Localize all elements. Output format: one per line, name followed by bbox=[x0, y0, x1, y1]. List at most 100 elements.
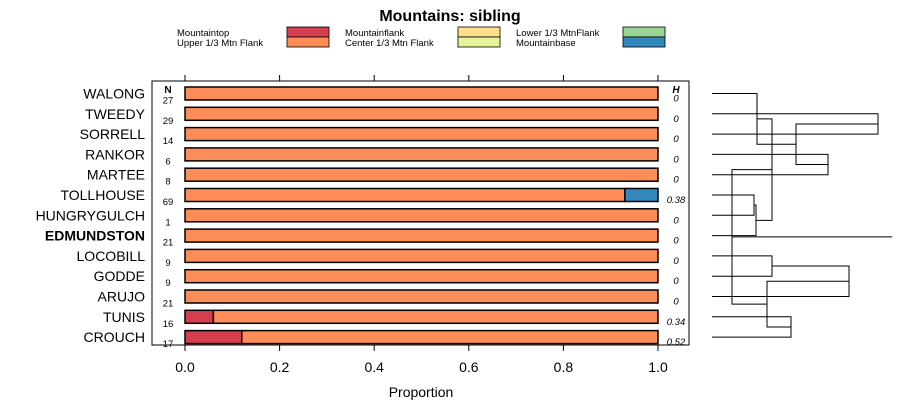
x-tick-label-5: 1.0 bbox=[648, 359, 668, 375]
h-value-tollhouse: 0.38 bbox=[667, 195, 686, 206]
dendro-link-11 bbox=[766, 280, 849, 328]
n-value-sorrell: 14 bbox=[163, 136, 174, 147]
bar-segment-crouch-upper-1-3-mtn-flank bbox=[241, 329, 659, 345]
category-label-edmundston: EDMUNDSTON bbox=[45, 228, 145, 244]
dendro-link-8 bbox=[712, 255, 773, 277]
category-label-tunis: TUNIS bbox=[103, 309, 145, 325]
bar-segment-locobill-upper-1-3-mtn-flank bbox=[184, 248, 659, 264]
row-tweedy: TWEEDY 29 0 bbox=[85, 106, 679, 127]
row-tunis: TUNIS 16 0.34 bbox=[103, 309, 685, 330]
bar-segment-sorrell-upper-1-3-mtn-flank bbox=[184, 126, 659, 142]
chart-title: Mountains: sibling bbox=[379, 8, 520, 25]
category-label-arujo: ARUJO bbox=[98, 289, 146, 305]
legend-label-mountainflank: Mountainflank bbox=[345, 28, 404, 39]
bar-segment-godde-upper-1-3-mtn-flank bbox=[184, 268, 659, 284]
bar-segment-tunis-upper-1-3-mtn-flank bbox=[212, 309, 659, 325]
legend-label-lower-1-3-mtnflank: Lower 1/3 MtnFlank bbox=[516, 28, 600, 39]
row-locobill: LOCOBILL 9 0 bbox=[77, 248, 680, 269]
category-label-tollhouse: TOLLHOUSE bbox=[60, 187, 145, 203]
n-value-rankor: 6 bbox=[165, 156, 170, 167]
h-value-rankor: 0 bbox=[673, 154, 679, 165]
x-axis: 0.0 0.2 0.4 0.6 0.8 1.0 bbox=[175, 75, 668, 375]
legend-swatch-mountainflank bbox=[457, 26, 501, 38]
category-label-tweedy: TWEEDY bbox=[85, 106, 146, 122]
h-value-crouch: 0.52 bbox=[667, 337, 686, 348]
bar-segment-tweedy-upper-1-3-mtn-flank bbox=[184, 106, 659, 122]
n-value-tollhouse: 69 bbox=[163, 197, 174, 208]
row-godde: GODDE 9 0 bbox=[94, 268, 680, 289]
dendro-link-4 bbox=[712, 93, 796, 145]
row-walong: WALONG 27 0 bbox=[83, 86, 679, 107]
legend-label-mountainbase: Mountainbase bbox=[516, 38, 576, 49]
h-value-godde: 0 bbox=[673, 276, 679, 287]
bar-segment-hungrygulch-upper-1-3-mtn-flank bbox=[184, 208, 659, 223]
x-axis-label: Proportion bbox=[389, 384, 454, 400]
legend-label-center-1-3-mtn-flank: Center 1/3 Mtn Flank bbox=[345, 38, 434, 49]
bar-segment-tollhouse-upper-1-3-mtn-flank bbox=[184, 187, 626, 203]
legend-label-upper-1-3-mtn-flank: Upper 1/3 Mtn Flank bbox=[177, 38, 263, 49]
dendro-link-3 bbox=[795, 123, 878, 166]
category-label-rankor: RANKOR bbox=[85, 146, 145, 162]
legend-swatch-mountainbase bbox=[622, 36, 666, 48]
x-tick-label-2: 0.4 bbox=[364, 359, 384, 375]
dendrogram bbox=[712, 93, 892, 338]
x-tick-label-4: 0.8 bbox=[554, 359, 574, 375]
row-edmundston: EDMUNDSTON 21 0 bbox=[45, 228, 679, 249]
legend-swatch-upper-1-3-mtn-flank bbox=[286, 36, 330, 48]
category-label-martee: MARTEE bbox=[87, 167, 145, 183]
dendro-link-6 bbox=[712, 204, 757, 237]
h-value-tweedy: 0 bbox=[673, 114, 679, 125]
x-tick-label-3: 0.6 bbox=[459, 359, 479, 375]
h-value-hungrygulch: 0 bbox=[673, 215, 679, 226]
bar-segment-arujo-upper-1-3-mtn-flank bbox=[184, 289, 659, 304]
bar-segment-crouch-mountaintop bbox=[184, 329, 243, 345]
row-crouch: CROUCH 17 0.52 bbox=[84, 329, 686, 350]
category-label-godde: GODDE bbox=[94, 268, 145, 284]
category-label-walong: WALONG bbox=[83, 86, 145, 102]
n-value-tweedy: 29 bbox=[163, 116, 174, 127]
row-martee: MARTEE 8 0 bbox=[87, 167, 679, 188]
legend-swatch-lower-1-3-mtnflank bbox=[622, 26, 666, 38]
row-sorrell: SORRELL 14 0 bbox=[80, 126, 680, 147]
h-value-arujo: 0 bbox=[673, 297, 679, 308]
n-value-godde: 9 bbox=[165, 278, 170, 289]
h-column-header: H bbox=[672, 85, 680, 96]
n-value-walong: 27 bbox=[163, 96, 174, 107]
category-label-hungrygulch: HUNGRYGULCH bbox=[36, 207, 145, 223]
row-arujo: ARUJO 21 0 bbox=[98, 289, 680, 310]
row-tollhouse: TOLLHOUSE 69 0.38 bbox=[60, 187, 686, 208]
n-value-locobill: 9 bbox=[165, 258, 170, 269]
legend-label-mountaintop: Mountaintop bbox=[177, 28, 229, 39]
bar-segment-tollhouse-mountainbase bbox=[624, 187, 659, 203]
h-value-locobill: 0 bbox=[673, 256, 679, 267]
n-value-martee: 8 bbox=[165, 177, 170, 188]
row-rankor: RANKOR 6 0 bbox=[85, 146, 679, 167]
category-label-sorrell: SORRELL bbox=[80, 126, 146, 142]
bar-segment-tunis-mountaintop bbox=[184, 309, 215, 325]
category-label-crouch: CROUCH bbox=[84, 329, 145, 345]
n-column-header: N bbox=[164, 85, 171, 96]
h-value-martee: 0 bbox=[673, 175, 679, 186]
bar-segment-edmundston-upper-1-3-mtn-flank bbox=[184, 228, 659, 243]
n-value-arujo: 21 bbox=[163, 299, 174, 310]
bar-segment-walong-upper-1-3-mtn-flank bbox=[184, 86, 659, 101]
legend-swatch-mountaintop bbox=[286, 26, 330, 38]
h-value-sorrell: 0 bbox=[673, 134, 679, 145]
x-tick-label-1: 0.2 bbox=[270, 359, 290, 375]
n-value-crouch: 17 bbox=[163, 339, 174, 350]
h-value-edmundston: 0 bbox=[673, 236, 679, 247]
h-value-tunis: 0.34 bbox=[667, 317, 686, 328]
n-value-edmundston: 21 bbox=[163, 238, 174, 249]
x-tick-label-0: 0.0 bbox=[175, 359, 195, 375]
category-label-locobill: LOCOBILL bbox=[77, 248, 146, 264]
bar-segment-martee-upper-1-3-mtn-flank bbox=[184, 167, 659, 182]
n-value-hungrygulch: 1 bbox=[165, 217, 170, 228]
h-value-walong: 0 bbox=[673, 94, 679, 105]
plot-frame bbox=[151, 80, 690, 346]
n-value-tunis: 16 bbox=[163, 319, 174, 330]
row-hungrygulch: HUNGRYGULCH 1 0 bbox=[36, 207, 680, 228]
legend-swatch-center-1-3-mtn-flank bbox=[457, 36, 501, 48]
